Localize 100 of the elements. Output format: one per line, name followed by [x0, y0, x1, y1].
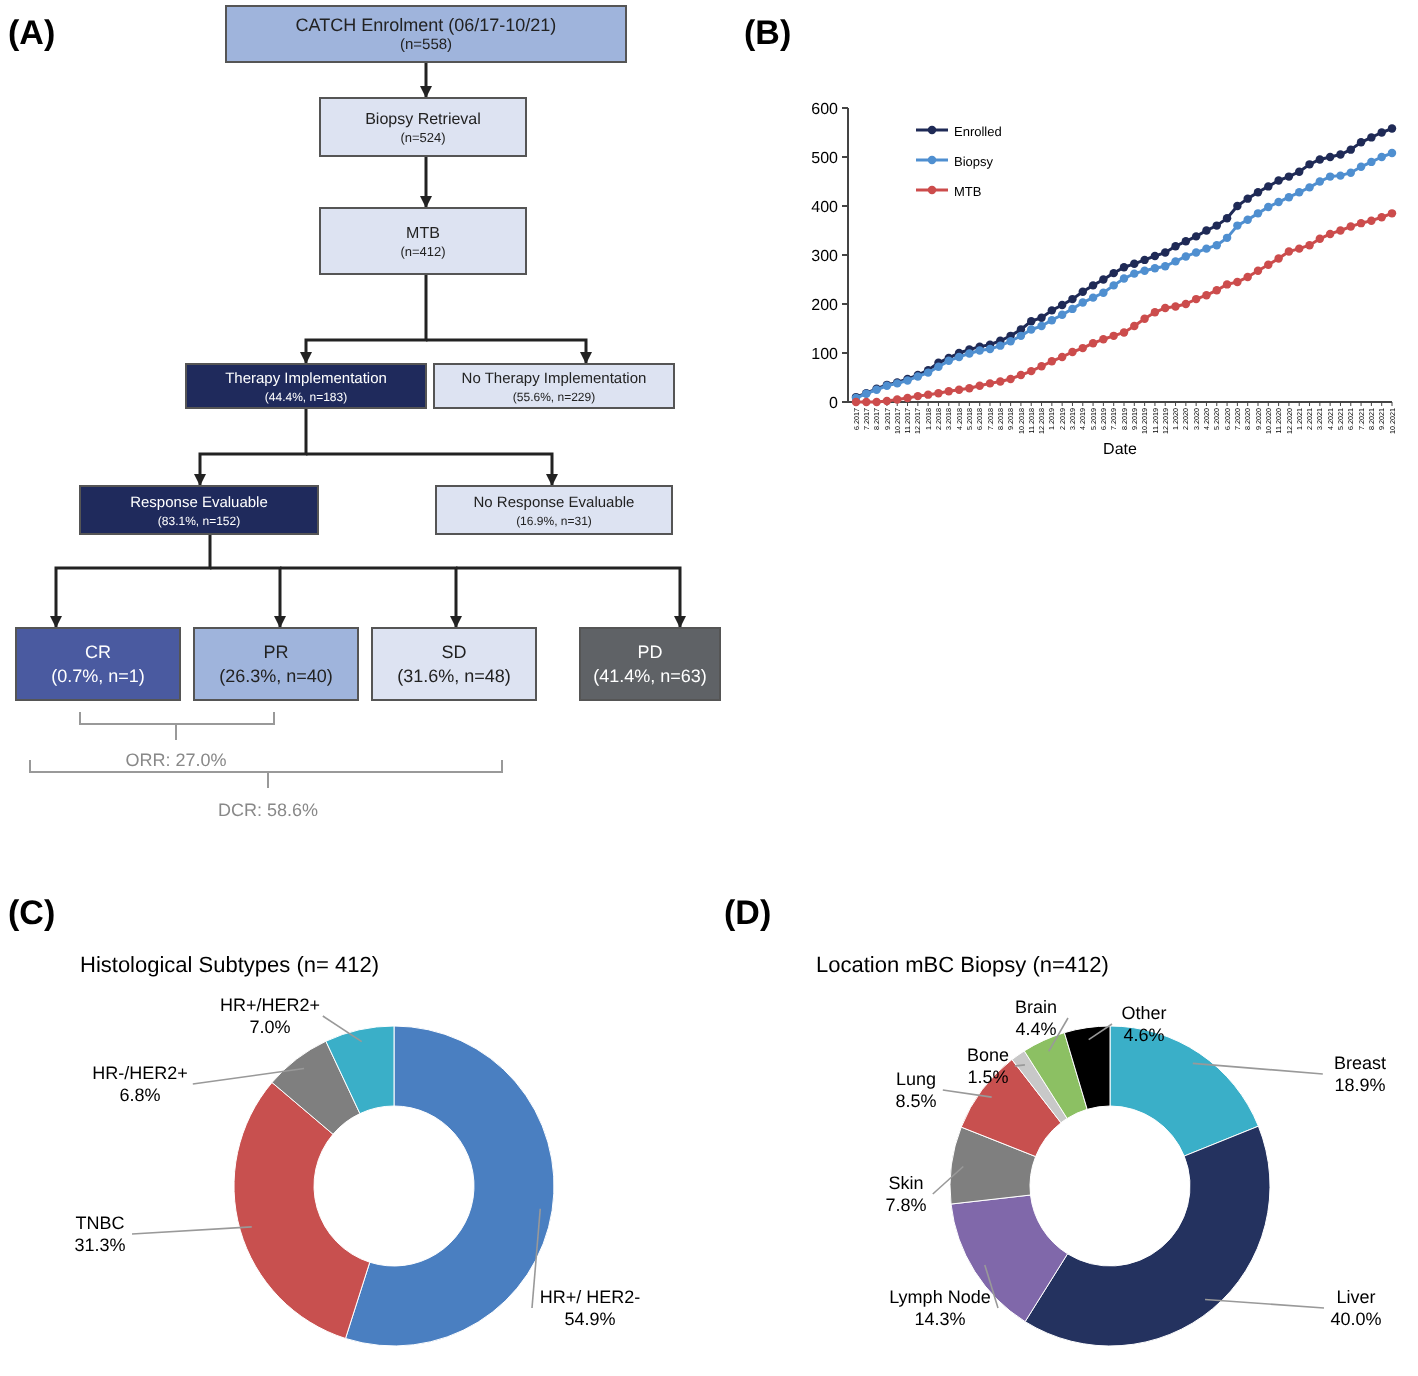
data-label: 54.9% [564, 1309, 616, 1329]
y-tick-label: 600 [811, 100, 840, 118]
point [1305, 240, 1314, 250]
point [1253, 188, 1263, 197]
point [1171, 257, 1180, 266]
point [1367, 133, 1376, 142]
text: DCR: 58.6% [217, 800, 319, 820]
point [1274, 254, 1283, 263]
point [1356, 138, 1366, 147]
point [1305, 183, 1314, 192]
point [934, 388, 943, 398]
point [1253, 266, 1263, 275]
point [882, 396, 892, 406]
point [1336, 150, 1345, 159]
slice-label: HR-/HER2+ [92, 1063, 188, 1083]
data-label: 8.5% [895, 1091, 937, 1111]
point [1068, 294, 1077, 304]
point [903, 393, 912, 403]
point [1325, 152, 1335, 162]
data-label: 18.9% [1334, 1075, 1386, 1095]
point [1377, 128, 1386, 137]
point [1057, 310, 1067, 319]
point [1336, 226, 1345, 235]
slice-label: Breast [1333, 1053, 1388, 1073]
point [1233, 221, 1242, 230]
point [1346, 168, 1355, 177]
point [1016, 370, 1026, 380]
point [1305, 160, 1314, 169]
data-label: 6.8% [119, 1085, 161, 1105]
point [1346, 145, 1355, 154]
point [1181, 252, 1191, 261]
point [1325, 172, 1335, 181]
point [985, 344, 995, 354]
point [1130, 259, 1139, 269]
point [1356, 218, 1366, 228]
point [1191, 294, 1201, 304]
point [1171, 302, 1180, 311]
y-tick-label: 100 [811, 345, 840, 363]
point [1078, 343, 1087, 353]
point [1037, 313, 1046, 322]
point [1130, 269, 1139, 278]
point [996, 341, 1005, 350]
text: PD (41.4%, n=63) [593, 642, 707, 686]
data-label: 7.8% [885, 1195, 927, 1215]
slice-label: Skin [888, 1173, 924, 1193]
point [1212, 221, 1221, 230]
point [1037, 321, 1046, 331]
chart-title: (B) [744, 14, 792, 52]
point [1315, 234, 1325, 244]
point [1295, 244, 1304, 253]
point [1037, 362, 1046, 371]
slice-label: Liver [1336, 1287, 1376, 1307]
point [1119, 274, 1129, 283]
chart-subtitle: Location mBC Biopsy (n=412) [816, 954, 1109, 978]
point [944, 387, 953, 396]
point [1367, 157, 1376, 167]
point [913, 391, 923, 401]
point [1284, 192, 1294, 202]
point [1264, 202, 1273, 212]
point [1057, 352, 1067, 362]
point [1274, 176, 1283, 185]
point [1295, 167, 1304, 176]
point [1222, 280, 1232, 289]
y-tick-label: 400 [811, 198, 840, 216]
point [1140, 255, 1149, 265]
point [1109, 281, 1118, 290]
point [1202, 226, 1211, 235]
point [975, 381, 984, 391]
point [1047, 357, 1057, 366]
point [1253, 209, 1263, 218]
point [1140, 266, 1149, 275]
text: ORR: 27.0% [125, 750, 227, 770]
chart-title: (D) [724, 894, 772, 932]
point [1181, 299, 1191, 309]
point [1315, 177, 1325, 186]
point [1222, 214, 1232, 223]
point [1202, 290, 1211, 300]
point [1130, 321, 1139, 331]
slice-label: Lung [895, 1069, 937, 1089]
point [1088, 293, 1098, 302]
point [1346, 222, 1355, 231]
slice-label: HR+/ HER2- [539, 1287, 641, 1307]
point [1233, 277, 1242, 287]
point [1006, 374, 1015, 384]
point [1233, 201, 1242, 211]
point [1212, 240, 1221, 250]
point [1325, 229, 1335, 239]
slice-label: Lymph Node [889, 1287, 991, 1307]
slice-label: Brain [1014, 997, 1058, 1017]
point [1088, 338, 1098, 348]
point [1109, 268, 1118, 278]
point [1274, 197, 1283, 207]
point [996, 377, 1005, 386]
point [1161, 303, 1170, 313]
text: PR (26.3%, n=40) [219, 642, 333, 686]
point [1150, 308, 1160, 317]
slice-label: TNBC [75, 1213, 126, 1233]
point [1140, 314, 1149, 323]
y-tick-label: 0 [829, 394, 840, 412]
point [1387, 148, 1397, 158]
